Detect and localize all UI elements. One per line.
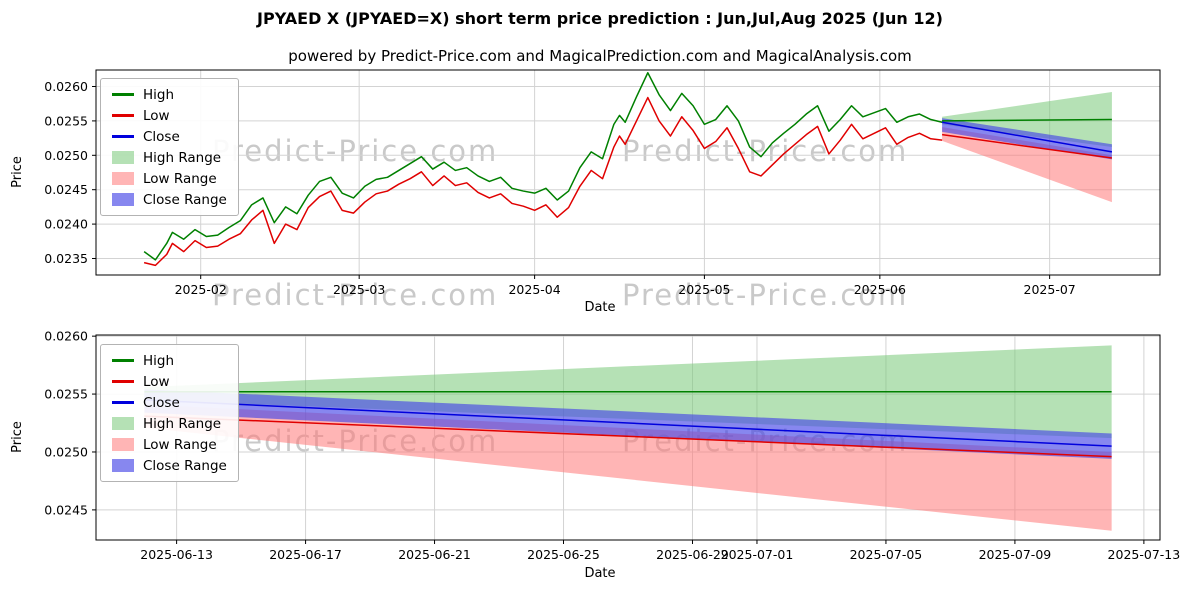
plot-frame (95, 334, 1161, 541)
legend-label: Close (143, 128, 180, 145)
y-tick-label: 0.0250 (44, 148, 88, 163)
x-tick-label: 2025-06-21 (398, 547, 471, 562)
x-tick-label: 2025-06-13 (140, 547, 213, 562)
x-tick-label: 2025-07-05 (850, 547, 923, 562)
legend-swatch-close (112, 401, 134, 404)
watermark-text: Predict-Price.com (212, 134, 499, 168)
band-close-range (144, 389, 1112, 459)
legend-label: Low Range (143, 436, 217, 453)
legend-entry-high: High (112, 86, 227, 103)
legend-label: High (143, 352, 175, 369)
legend-top-chart: High Low Close High Range Low Range Close Ran… (100, 78, 239, 216)
y-tick-label: 0.0255 (44, 113, 88, 128)
y-tick-label: 0.0255 (44, 387, 88, 402)
legend-swatch-low-range (112, 172, 134, 185)
y-tick-label: 0.0260 (44, 329, 88, 344)
x-tick-label: 2025-06-29 (656, 547, 729, 562)
legend-entry-close: Close (112, 128, 227, 145)
y-tick-label: 0.0245 (44, 182, 88, 197)
legend-swatch-low-range (112, 438, 134, 451)
x-axis-label-bottom: Date (584, 566, 616, 581)
prediction-detail-chart: 2025-06-13 2025-06-17 2025-06-21 2025-06-25… (44, 329, 1181, 562)
x-axis-label-top: Date (584, 300, 616, 315)
legend-swatch-close (112, 135, 134, 138)
legend-swatch-high-range (112, 151, 134, 164)
x-tick-label: 2025-07 (1024, 282, 1076, 297)
series-low-line (144, 415, 1112, 458)
legend-label: Close Range (143, 191, 227, 208)
legend-swatch-low (112, 380, 134, 383)
y-tick-label: 0.0260 (44, 79, 88, 94)
x-tick-label: 2025-03 (333, 282, 385, 297)
series-low-line (143, 96, 943, 267)
plot-frame (95, 69, 1161, 276)
legend-entry-low-range: Low Range (112, 170, 227, 187)
watermark-text: Predict-Price.com (212, 278, 499, 312)
legend-entry-close-range: Close Range (112, 457, 227, 474)
x-tick-label: 2025-07-09 (979, 547, 1052, 562)
page-title: JPYAED X (JPYAED=X) short term price pre… (257, 9, 943, 28)
x-tick-label: 2025-02 (175, 282, 227, 297)
legend-entry-close-range: Close Range (112, 191, 227, 208)
legend-label: High Range (143, 149, 222, 166)
series-close-forecast-line (941, 121, 1113, 153)
page-subtitle: powered by Predict-Price.com and Magical… (288, 47, 912, 65)
x-tick-label: 2025-06 (854, 282, 906, 297)
x-tick-label: 2025-07-13 (1108, 547, 1181, 562)
legend-label: Low (143, 107, 170, 124)
legend-label: Low Range (143, 170, 217, 187)
series-low-forecast-line (942, 133, 1112, 159)
legend-label: Close (143, 394, 180, 411)
legend-label: Low (143, 373, 170, 390)
y-tick-label: 0.0240 (44, 217, 88, 232)
legend-label: High Range (143, 415, 222, 432)
watermark-text: Predict-Price.com (622, 278, 909, 312)
band-low-range (942, 127, 1112, 203)
y-axis-label-bottom: Price (10, 421, 25, 453)
band-low-range (144, 404, 1112, 531)
legend-label: High (143, 86, 175, 103)
legend-entry-high-range: High Range (112, 415, 227, 432)
series-close-line (144, 399, 1112, 447)
legend-label: Close Range (143, 457, 227, 474)
price-history-prediction-chart: 2025-02 2025-03 2025-04 2025-05 2025-06 2025-… (44, 69, 1161, 297)
x-tick-label: 2025-04 (508, 282, 560, 297)
x-tick-label: 2025-06-17 (269, 547, 342, 562)
legend-swatch-low (112, 114, 134, 117)
legend-entry-high: High (112, 352, 227, 369)
watermark-text: Predict-Price.com (622, 134, 909, 168)
legend-bottom-chart: High Low Close High Range Low Range Close Ran… (100, 344, 239, 482)
y-tick-label: 0.0235 (44, 251, 88, 266)
y-tick-label: 0.0250 (44, 444, 88, 459)
y-axis-label-top: Price (10, 156, 25, 188)
y-tick-label: 0.0245 (44, 502, 88, 517)
series-high-forecast-line (942, 118, 1112, 122)
legend-entry-low-range: Low Range (112, 436, 227, 453)
legend-entry-high-range: High Range (112, 149, 227, 166)
legend-swatch-high (112, 359, 134, 362)
legend-entry-low: Low (112, 107, 227, 124)
legend-swatch-high-range (112, 417, 134, 430)
x-tick-label: 2025-06-25 (527, 547, 600, 562)
legend-swatch-high (112, 93, 134, 96)
band-close-range (942, 118, 1112, 160)
legend-entry-low: Low (112, 373, 227, 390)
series-high-line (143, 72, 943, 261)
legend-swatch-close-range (112, 459, 134, 472)
x-tick-label: 2025-07-01 (721, 547, 794, 562)
x-tick-label: 2025-05 (678, 282, 730, 297)
legend-swatch-close-range (112, 193, 134, 206)
legend-entry-close: Close (112, 394, 227, 411)
